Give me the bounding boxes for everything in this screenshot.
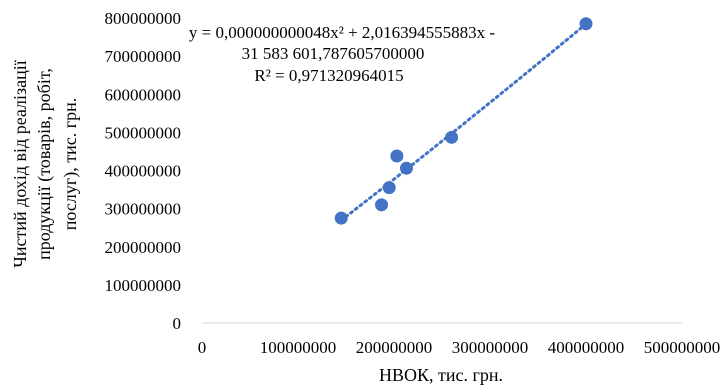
y-tick-labels: 0 100000000 200000000 300000000 400000000 500… [105,9,182,333]
x-tick-label: 300000000 [452,338,529,357]
equation-line-1: y = 0,000000000048x² + 2,016394555883x - [189,23,496,42]
trendline-equation: y = 0,000000000048x² + 2,016394555883x -… [189,23,496,85]
x-tick-label: 100000000 [260,338,337,357]
y-axis-title-line-1: Чистий дохід від реалізації [10,60,30,268]
data-point [334,211,348,225]
r-squared: R² = 0,971320964015 [254,66,403,85]
data-point [390,149,404,163]
y-tick-label: 700000000 [105,47,182,66]
x-tick-label: 200000000 [356,338,433,357]
y-tick-label: 0 [173,314,182,333]
y-tick-label: 800000000 [105,9,182,28]
data-points [334,17,593,225]
equation-line-2: 31 583 601,787605700000 [242,44,425,63]
y-tick-label: 600000000 [105,85,182,104]
data-point [399,161,413,175]
y-axis-title-line-3: послуг), тис. грн. [60,98,81,230]
y-tick-label: 200000000 [105,238,182,257]
data-point [375,198,389,212]
y-tick-label: 300000000 [105,200,182,219]
x-tick-label: 400000000 [548,338,625,357]
data-point [382,181,396,195]
y-axis-title-line-2: продукції (товарів, робіт, [34,68,55,260]
data-point [445,130,459,144]
y-tick-label: 500000000 [105,123,182,142]
y-axis-title: Чистий дохід від реалізації продукції (т… [10,60,81,268]
x-axis-title: НВОК, тис. грн. [379,365,503,385]
y-tick-label: 100000000 [105,276,182,295]
data-point [579,17,593,31]
trendline [339,22,588,222]
x-tick-labels: 0 100000000 200000000 300000000 400000000 500… [198,338,721,357]
x-tick-label: 0 [198,338,207,357]
y-tick-label: 400000000 [105,162,182,181]
x-tick-label: 500000000 [644,338,721,357]
